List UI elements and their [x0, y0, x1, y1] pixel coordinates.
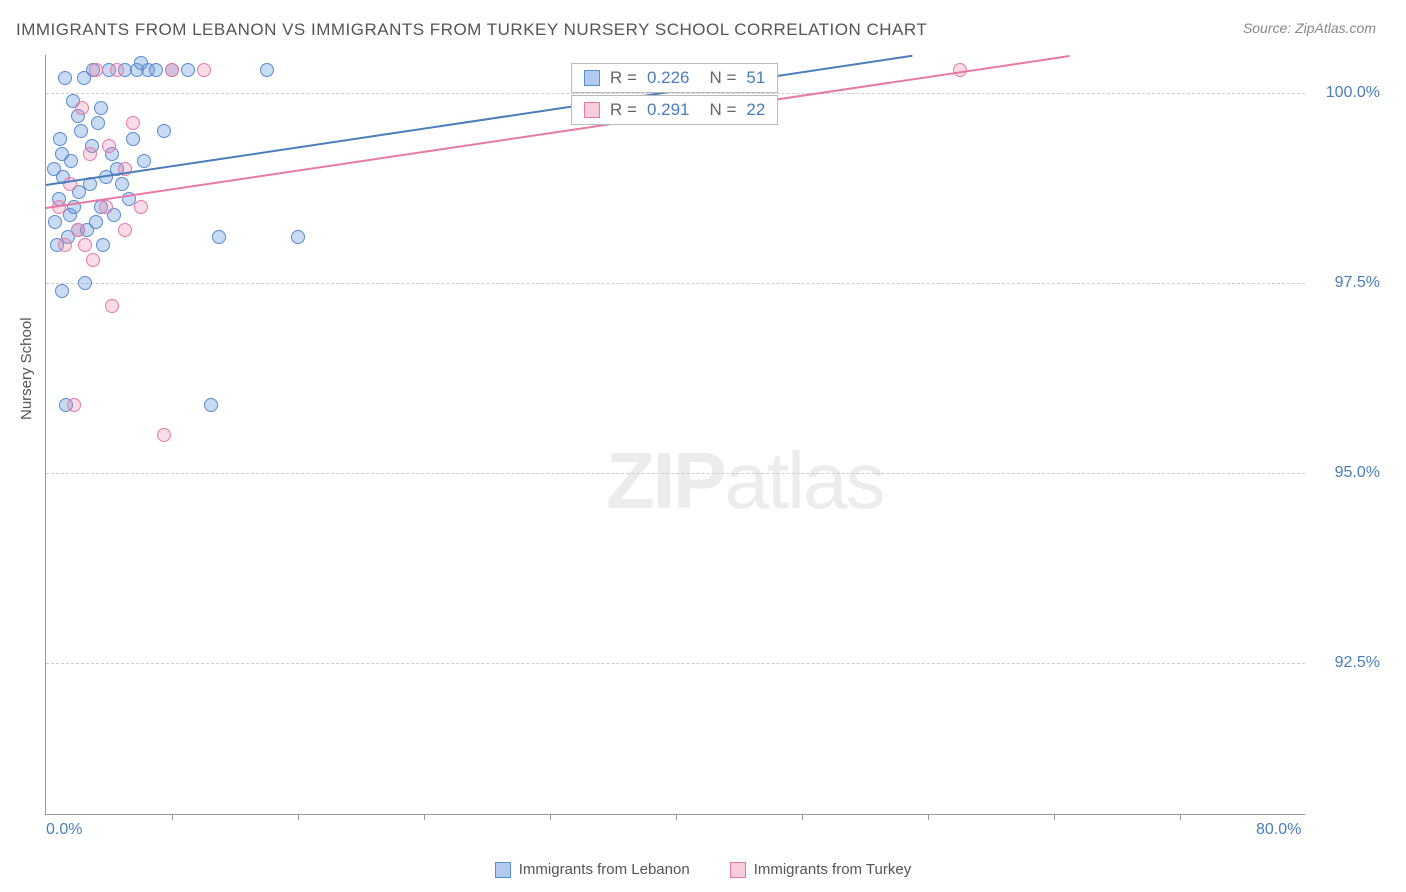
scatter-marker [86, 253, 100, 267]
grid-line-horizontal [46, 283, 1305, 284]
legend-label: Immigrants from Lebanon [519, 861, 690, 878]
scatter-marker [165, 63, 179, 77]
grid-line-horizontal [46, 473, 1305, 474]
watermark-bold: ZIP [606, 436, 724, 525]
source-prefix: Source: [1243, 20, 1295, 36]
scatter-marker [58, 71, 72, 85]
watermark: ZIPatlas [606, 435, 883, 527]
scatter-marker [115, 177, 129, 191]
r-label: R = [610, 100, 637, 120]
source-attribution: Source: ZipAtlas.com [1243, 20, 1376, 36]
scatter-marker [94, 101, 108, 115]
stats-box: R = 0.226 N = 51 [571, 63, 778, 93]
r-value: 0.291 [647, 100, 690, 120]
scatter-marker [99, 200, 113, 214]
scatter-marker [260, 63, 274, 77]
x-tick-mark [424, 814, 425, 820]
scatter-marker [118, 223, 132, 237]
x-tick-mark [550, 814, 551, 820]
scatter-marker [134, 200, 148, 214]
scatter-marker [91, 116, 105, 130]
n-value: 22 [746, 100, 765, 120]
scatter-marker [58, 238, 72, 252]
stats-box: R = 0.291 N = 22 [571, 95, 778, 125]
legend-label: Immigrants from Turkey [754, 861, 912, 878]
scatter-marker [55, 284, 69, 298]
scatter-marker [204, 398, 218, 412]
x-tick-label: 0.0% [46, 821, 82, 839]
scatter-marker [157, 124, 171, 138]
scatter-marker [48, 215, 62, 229]
r-label: R = [610, 68, 637, 88]
x-tick-mark [928, 814, 929, 820]
scatter-marker [78, 276, 92, 290]
n-label: N = [709, 100, 736, 120]
series-swatch-icon [584, 70, 600, 86]
scatter-marker [89, 63, 103, 77]
r-value: 0.226 [647, 68, 690, 88]
scatter-marker [291, 230, 305, 244]
scatter-marker [212, 230, 226, 244]
chart-title: IMMIGRANTS FROM LEBANON VS IMMIGRANTS FR… [16, 20, 927, 40]
x-tick-label: 80.0% [1256, 821, 1301, 839]
scatter-marker [75, 101, 89, 115]
chart-legend: Immigrants from Lebanon Immigrants from T… [0, 861, 1406, 878]
x-tick-mark [676, 814, 677, 820]
scatter-marker [137, 154, 151, 168]
scatter-marker [197, 63, 211, 77]
legend-swatch-icon [495, 862, 511, 878]
n-value: 51 [746, 68, 765, 88]
y-tick-label: 100.0% [1310, 84, 1380, 102]
scatter-marker [102, 139, 116, 153]
legend-swatch-icon [730, 862, 746, 878]
scatter-marker [126, 132, 140, 146]
x-tick-mark [298, 814, 299, 820]
y-tick-label: 97.5% [1310, 274, 1380, 292]
scatter-marker [67, 398, 81, 412]
x-tick-mark [1180, 814, 1181, 820]
scatter-marker [71, 223, 85, 237]
scatter-marker [78, 238, 92, 252]
x-tick-mark [1054, 814, 1055, 820]
scatter-marker [126, 116, 140, 130]
trend-line [46, 55, 1070, 209]
scatter-marker [149, 63, 163, 77]
y-tick-label: 92.5% [1310, 654, 1380, 672]
scatter-marker [105, 299, 119, 313]
scatter-marker [89, 215, 103, 229]
y-tick-label: 95.0% [1310, 464, 1380, 482]
scatter-marker [64, 154, 78, 168]
scatter-marker [96, 238, 110, 252]
source-name: ZipAtlas.com [1295, 20, 1376, 36]
scatter-marker [83, 147, 97, 161]
watermark-rest: atlas [724, 436, 883, 525]
x-tick-mark [802, 814, 803, 820]
series-swatch-icon [584, 102, 600, 118]
scatter-marker [110, 63, 124, 77]
scatter-marker [181, 63, 195, 77]
legend-item: Immigrants from Lebanon [495, 861, 690, 878]
grid-line-horizontal [46, 93, 1305, 94]
scatter-marker [157, 428, 171, 442]
scatter-marker [74, 124, 88, 138]
legend-item: Immigrants from Turkey [730, 861, 912, 878]
x-tick-mark [172, 814, 173, 820]
grid-line-horizontal [46, 663, 1305, 664]
scatter-marker [53, 132, 67, 146]
n-label: N = [709, 68, 736, 88]
y-axis-label: Nursery School [18, 317, 35, 420]
scatter-chart: ZIPatlas 92.5%95.0%97.5%100.0%0.0%80.0%R… [45, 55, 1305, 815]
